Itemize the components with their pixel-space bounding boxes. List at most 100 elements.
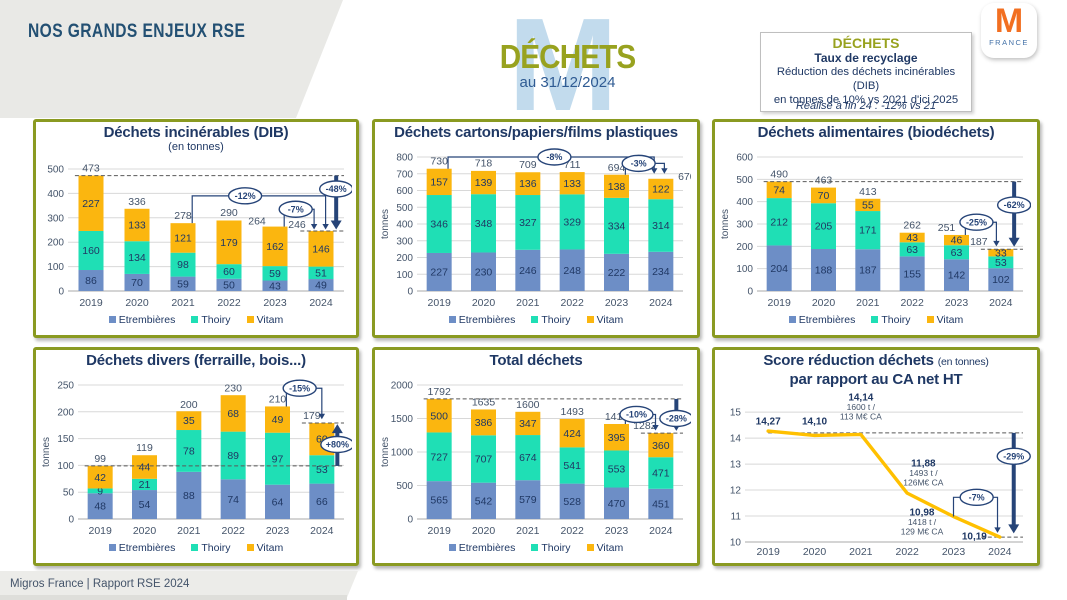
chart-title-alimentaires: Déchets alimentaires (biodéchets) (757, 124, 995, 141)
legend-item: Thoiry (871, 314, 911, 327)
svg-text:46: 46 (951, 235, 963, 247)
svg-text:129 M€ CA: 129 M€ CA (901, 527, 944, 537)
svg-text:66: 66 (316, 496, 328, 508)
legend-label: Etrembières (458, 314, 516, 326)
svg-text:102: 102 (992, 274, 1010, 286)
svg-text:10: 10 (730, 538, 742, 549)
svg-text:2023: 2023 (605, 297, 629, 309)
svg-text:490: 490 (770, 169, 788, 181)
objective-title: DÉCHETS (832, 35, 900, 51)
legend-swatch (246, 544, 254, 551)
svg-text:2019: 2019 (79, 297, 103, 309)
svg-text:2000: 2000 (391, 381, 414, 392)
legend-label: Thoiry (881, 314, 911, 326)
svg-text:10,98: 10,98 (909, 508, 934, 519)
legend-item: Vitam (926, 314, 963, 327)
svg-text:-8%: -8% (546, 152, 562, 162)
svg-text:670: 670 (678, 171, 691, 183)
svg-text:222: 222 (608, 267, 626, 279)
svg-text:300: 300 (736, 220, 753, 231)
svg-text:348: 348 (475, 218, 493, 230)
svg-text:179: 179 (303, 410, 321, 422)
svg-text:334: 334 (608, 220, 626, 232)
svg-text:250: 250 (57, 381, 74, 392)
svg-text:230: 230 (475, 266, 493, 278)
svg-text:2019: 2019 (427, 297, 451, 309)
svg-text:51: 51 (315, 267, 327, 279)
legend-swatch (788, 316, 796, 323)
svg-text:674: 674 (519, 452, 537, 464)
svg-text:-48%: -48% (326, 184, 347, 194)
svg-text:314: 314 (652, 220, 670, 232)
svg-text:1282: 1282 (633, 420, 657, 432)
svg-text:327: 327 (519, 217, 537, 229)
svg-text:98: 98 (177, 259, 189, 271)
page-date: au 31/12/2024 (519, 74, 616, 91)
svg-text:146: 146 (312, 243, 330, 255)
svg-text:187: 187 (859, 265, 877, 277)
svg-text:700: 700 (396, 169, 413, 180)
svg-text:500: 500 (396, 481, 413, 492)
svg-text:100: 100 (396, 270, 413, 281)
legend-label: Thoiry (201, 314, 231, 326)
objective-line1: Réduction des déchets incinérables (DIB) (776, 66, 956, 93)
svg-text:60: 60 (316, 434, 328, 446)
svg-text:300: 300 (47, 213, 64, 224)
svg-text:113 M€ CA: 113 M€ CA (840, 411, 882, 421)
legend-label: Thoiry (541, 542, 571, 554)
legend-label: Etrembières (118, 314, 176, 326)
svg-text:1635: 1635 (472, 396, 496, 408)
svg-text:360: 360 (652, 440, 670, 452)
svg-text:2021: 2021 (516, 525, 540, 537)
svg-text:14,10: 14,10 (802, 417, 827, 428)
chart-canvas-divers: 0 50 100 150 200 250 tonnes 2019 2020 2021 2022 202… (41, 379, 352, 537)
svg-text:63: 63 (951, 247, 963, 259)
svg-text:70: 70 (131, 277, 143, 289)
legend-item: Thoiry (531, 314, 571, 327)
legend-label: Etrembières (118, 542, 176, 554)
svg-text:74: 74 (227, 494, 239, 506)
svg-text:500: 500 (47, 165, 64, 176)
svg-text:15: 15 (730, 408, 742, 419)
svg-text:157: 157 (430, 176, 448, 188)
chart-legend-total: Etrembières Thoiry Vitam (379, 542, 693, 555)
svg-text:2022: 2022 (560, 525, 584, 537)
svg-text:0: 0 (407, 287, 413, 298)
svg-text:138: 138 (608, 181, 626, 193)
svg-text:471: 471 (652, 468, 670, 480)
svg-text:14,14: 14,14 (848, 392, 873, 403)
svg-text:59: 59 (177, 278, 189, 290)
chart-title-score-line2: par rapport au CA net HT (789, 371, 963, 388)
legend-label: Thoiry (541, 314, 571, 326)
svg-text:+80%: +80% (326, 440, 349, 450)
svg-text:97: 97 (272, 453, 284, 465)
svg-text:2019: 2019 (767, 297, 791, 309)
svg-text:2022: 2022 (895, 546, 919, 558)
svg-text:2020: 2020 (125, 297, 149, 309)
svg-text:9: 9 (97, 485, 103, 497)
legend-label: Vitam (596, 314, 624, 326)
svg-text:126M€ CA: 126M€ CA (903, 478, 943, 488)
svg-text:200: 200 (396, 253, 413, 264)
svg-text:tonnes: tonnes (380, 437, 391, 467)
svg-text:2023: 2023 (605, 525, 629, 537)
svg-text:162: 162 (266, 241, 284, 253)
svg-text:150: 150 (57, 434, 74, 445)
svg-text:10,19: 10,19 (962, 531, 987, 542)
svg-text:542: 542 (475, 495, 493, 507)
legend-swatch (448, 316, 456, 323)
svg-text:88: 88 (183, 490, 195, 502)
svg-text:14: 14 (730, 434, 742, 445)
svg-text:14,27: 14,27 (756, 417, 781, 428)
chart-legend-divers: Etrembières Thoiry Vitam (40, 542, 352, 555)
svg-text:718: 718 (475, 158, 493, 170)
svg-text:2023: 2023 (263, 297, 287, 309)
svg-text:119: 119 (136, 442, 153, 454)
svg-text:1600: 1600 (516, 399, 540, 411)
chart-title-score-main: Score réduction déchets (763, 352, 934, 369)
svg-text:2021: 2021 (849, 546, 873, 558)
svg-text:2019: 2019 (88, 525, 112, 537)
svg-text:48: 48 (94, 501, 106, 513)
svg-text:2021: 2021 (171, 297, 195, 309)
svg-text:541: 541 (563, 460, 581, 472)
